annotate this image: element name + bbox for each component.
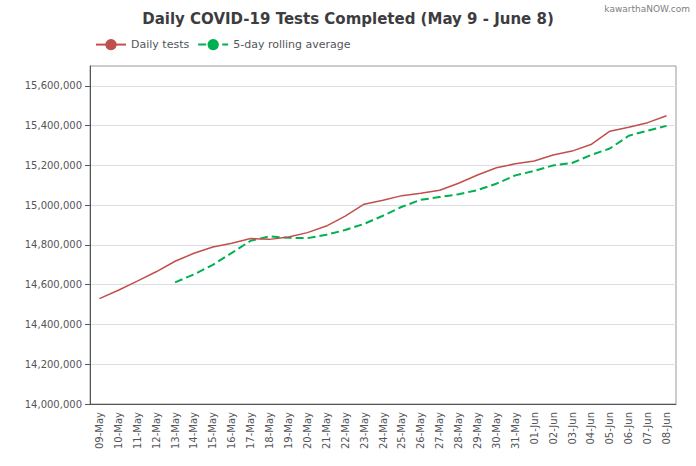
svg-text:5-day rolling average: 5-day rolling average (233, 38, 351, 51)
svg-text:17-May: 17-May (245, 412, 256, 449)
svg-text:15,400,000: 15,400,000 (25, 120, 82, 131)
svg-text:23-May: 23-May (359, 412, 370, 449)
svg-text:31-May: 31-May (510, 412, 521, 449)
svg-text:10-May: 10-May (113, 412, 124, 449)
svg-text:12-May: 12-May (151, 412, 162, 449)
svg-text:19-May: 19-May (283, 412, 294, 449)
svg-text:15,000,000: 15,000,000 (25, 200, 82, 211)
svg-text:15,600,000: 15,600,000 (25, 80, 82, 91)
svg-text:03-Jun: 03-Jun (567, 412, 578, 445)
svg-text:11-May: 11-May (132, 412, 143, 449)
svg-text:14,800,000: 14,800,000 (25, 239, 82, 250)
svg-text:24-May: 24-May (378, 412, 389, 449)
svg-text:25-May: 25-May (396, 412, 407, 449)
svg-text:06-Jun: 06-Jun (623, 412, 634, 445)
svg-text:20-May: 20-May (302, 412, 313, 449)
svg-text:30-May: 30-May (491, 412, 502, 449)
svg-text:01-Jun: 01-Jun (529, 412, 540, 445)
svg-text:29-May: 29-May (472, 412, 483, 449)
svg-text:18-May: 18-May (264, 412, 275, 449)
svg-text:21-May: 21-May (321, 412, 332, 449)
svg-text:14,400,000: 14,400,000 (25, 319, 82, 330)
svg-text:26-May: 26-May (415, 412, 426, 449)
svg-text:Daily COVID-19 Tests Completed: Daily COVID-19 Tests Completed (May 9 - … (142, 10, 554, 28)
svg-text:02-Jun: 02-Jun (548, 412, 559, 445)
svg-text:07-Jun: 07-Jun (642, 412, 653, 445)
svg-text:05-Jun: 05-Jun (604, 412, 615, 445)
svg-text:08-Jun: 08-Jun (661, 412, 672, 445)
svg-text:14,200,000: 14,200,000 (25, 359, 82, 370)
svg-text:14-May: 14-May (188, 412, 199, 449)
svg-text:28-May: 28-May (453, 412, 464, 449)
svg-text:kawarthaNOW.com: kawarthaNOW.com (604, 4, 690, 14)
svg-text:14,000,000: 14,000,000 (25, 399, 82, 410)
svg-text:14,600,000: 14,600,000 (25, 279, 82, 290)
svg-text:16-May: 16-May (226, 412, 237, 449)
svg-text:Daily tests: Daily tests (131, 38, 189, 51)
svg-text:15-May: 15-May (207, 412, 218, 449)
svg-text:09-May: 09-May (94, 412, 105, 449)
svg-text:04-Jun: 04-Jun (585, 412, 596, 445)
svg-text:22-May: 22-May (340, 412, 351, 449)
svg-text:15,200,000: 15,200,000 (25, 160, 82, 171)
svg-text:13-May: 13-May (170, 412, 181, 449)
svg-text:27-May: 27-May (434, 412, 445, 449)
